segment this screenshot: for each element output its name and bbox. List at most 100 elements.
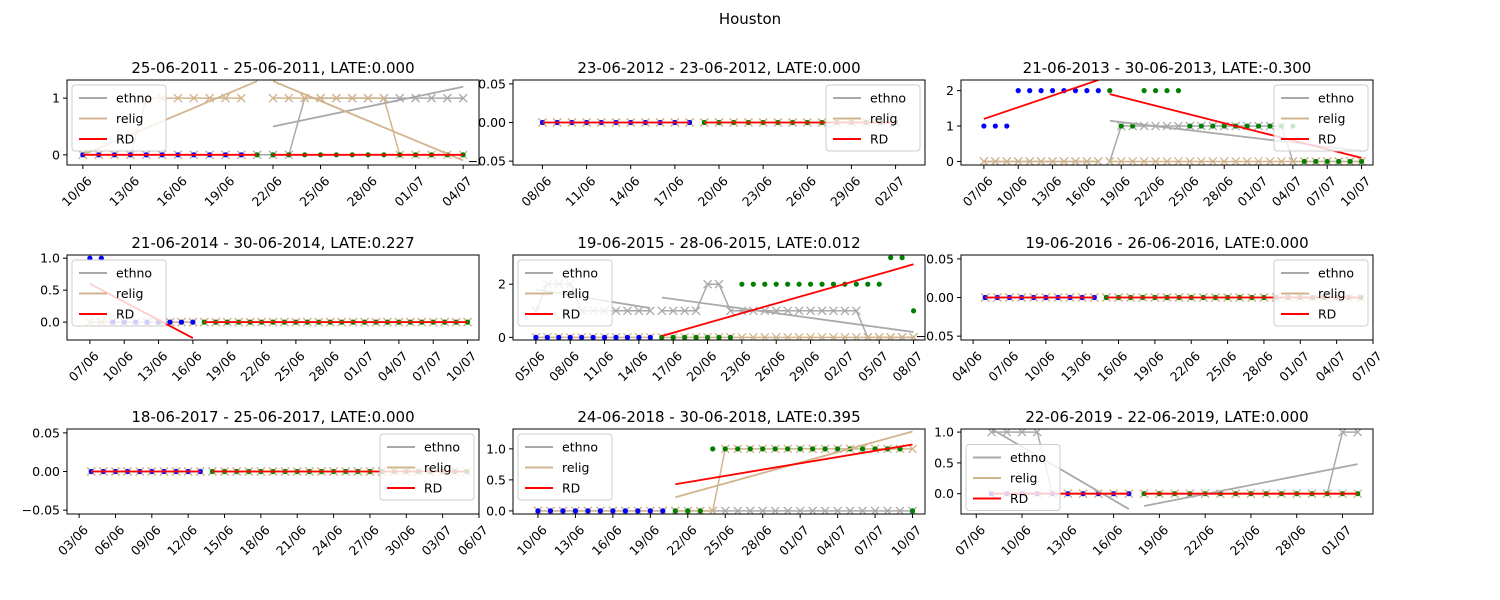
rd-fit-line [983,80,1099,120]
relig-marker [748,332,758,340]
dot-after-cutoff [704,334,711,340]
relig-marker [1139,156,1149,165]
subplot-title: 24-06-2018 - 30-06-2018, LATE:0.395 [577,408,860,426]
legend: ethno relig RD [71,84,167,152]
relig-marker [189,93,199,103]
relig-marker [760,332,770,340]
legend-box [71,84,167,152]
y-tick-label: 0.00 [32,464,60,479]
ethno-marker [703,279,713,289]
dot-after-cutoff [899,255,905,261]
y-tick-label: 0.00 [478,115,506,130]
relig-marker [909,332,919,340]
y-tick-label: −0.05 [916,329,954,344]
ethno-fit-line [661,296,914,333]
subplot-title: 25-06-2011 - 25-06-2011, LATE:0.000 [131,59,414,77]
relig-marker [1070,156,1080,165]
dot-after-cutoff [772,446,778,452]
dot-before-cutoff [660,508,666,514]
legend-label-relig: relig [424,460,451,475]
relig-marker [897,332,907,340]
relig-marker [863,332,873,340]
dot-after-cutoff [1244,123,1250,129]
y-tick-label: 0.00 [926,290,954,305]
dot-after-cutoff [1141,88,1147,94]
legend-label-ethno: ethno [870,91,906,106]
legend: ethno relig RD [1273,259,1369,327]
legend-label-ethno: ethno [424,440,460,455]
subplot-title: 23-06-2012 - 23-06-2012, LATE:0.000 [577,59,860,77]
legend: ethno relig RD [71,259,167,327]
relig-marker [1082,156,1092,165]
dot-before-cutoff [622,508,628,514]
dot-after-cutoff [810,446,816,452]
dot-after-cutoff [1210,123,1216,129]
figure-title: Houston [719,10,781,28]
dot-before-cutoff [1015,88,1021,94]
dot-after-cutoff [819,281,825,287]
legend-label-relig: relig [870,111,897,126]
legend: ethno relig RD [825,84,921,152]
axes-frame [512,254,926,341]
y-tick-label: 0.05 [32,425,60,440]
relig-marker [268,93,278,103]
dot-before-cutoff [590,334,596,340]
dot-before-cutoff [1004,123,1010,129]
legend-label-rd: RD [1318,132,1336,147]
dot-after-cutoff [685,508,691,514]
relig-marker [379,93,389,103]
dot-after-cutoff [710,446,716,452]
dot-after-cutoff [853,281,859,287]
ethno-marker [427,93,436,103]
legend-box [1273,84,1369,152]
dot-before-cutoff [992,123,998,129]
y-tick-label: 0.0 [40,315,60,330]
ethno-marker [828,306,838,316]
ethno-marker [794,306,804,316]
relig-marker [874,332,884,340]
subplot-title: 18-06-2017 - 25-06-2017, LATE:0.000 [131,408,414,426]
dot-before-cutoff [1095,88,1101,94]
dot-before-cutoff [1049,88,1056,94]
legend: ethno relig RD [379,433,475,501]
dot-after-cutoff [796,281,802,287]
dot-after-cutoff [859,446,866,452]
dot-before-cutoff [579,334,585,340]
y-tick-label: 2 [498,277,506,292]
dot-before-cutoff [585,508,591,514]
relig-marker [1208,156,1218,165]
relig-marker [1059,156,1069,165]
dot-after-cutoff [1152,88,1159,94]
legend-label-rd: RD [562,307,580,322]
relig-marker [1219,156,1229,165]
legend-label-rd: RD [1010,491,1028,506]
dot-before-cutoff [547,508,554,514]
legend: ethno relig RD [965,444,1061,511]
dot-before-cutoff [533,334,539,340]
y-tick-label: 0.5 [934,455,954,470]
y-tick-label: 0.05 [478,76,506,91]
ethno-marker [806,306,816,316]
dot-before-cutoff [636,334,642,340]
relig-marker [1162,156,1172,165]
ethno-marker [1139,121,1149,131]
relig-marker [886,332,896,340]
dot-before-cutoff [613,334,619,340]
dot-after-cutoff [201,319,207,325]
relig-marker [771,332,781,340]
ethno-marker [851,306,861,316]
dot-after-cutoff [773,281,779,287]
dot-after-cutoff [750,281,756,287]
dot-after-cutoff [1164,88,1170,94]
rd-fit-line [661,263,914,337]
relig-marker [1276,156,1286,165]
relig-marker [1265,156,1275,165]
relig-marker [990,156,1000,165]
relig-marker [1242,156,1252,165]
relig-marker [908,444,917,454]
legend: ethno relig RD [1273,84,1369,152]
dot-before-cutoff [624,334,631,340]
legend: ethno relig RD [517,259,613,327]
dot-before-cutoff [190,319,196,325]
